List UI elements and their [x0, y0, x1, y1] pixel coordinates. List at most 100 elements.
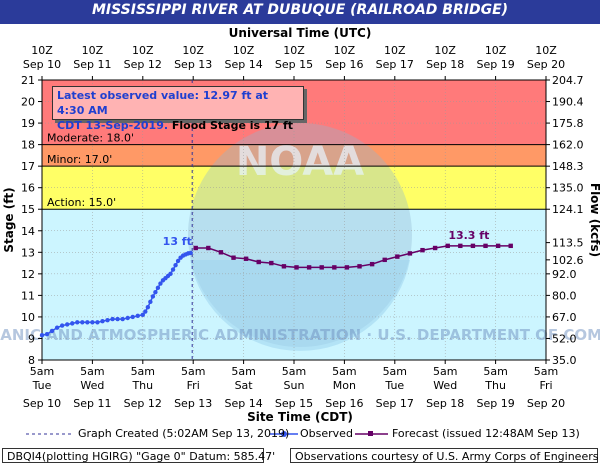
bottom-tick-day: Thu: [484, 379, 506, 392]
observed-point: [145, 305, 151, 310]
forecast-point: [382, 257, 387, 263]
forecast-point: [269, 260, 274, 266]
observed-point: [170, 267, 176, 272]
forecast-point: [357, 264, 362, 269]
bottom-tick-date: Sep 11: [73, 397, 111, 410]
observed-point: [125, 315, 130, 321]
y-tick-label: 16: [21, 182, 35, 195]
bottom-tick-day: Thu: [131, 379, 153, 392]
y-tick-label: 13: [21, 246, 35, 259]
forecast-point: [256, 259, 261, 265]
bottom-tick-time: 5am: [80, 365, 104, 378]
y2-tick-label: 35.0: [552, 354, 577, 367]
bottom-tick-time: 5am: [131, 365, 155, 378]
noaa-logo-wave: [190, 260, 410, 351]
chart-title: MISSISSIPPI RIVER AT DUBUQUE (RAILROAD B…: [91, 2, 509, 18]
bottom-tick-time: 5am: [231, 365, 255, 378]
observed-point: [95, 320, 100, 325]
forecast-point: [420, 247, 425, 253]
observed-point: [44, 331, 50, 337]
legend-observed-marker: [281, 431, 287, 437]
y2-tick-label: 124.1: [552, 203, 584, 216]
observed-point: [39, 333, 45, 338]
forecast-point: [508, 243, 513, 249]
flood-category-label: Action: 15.0': [47, 196, 116, 209]
legend-graph-created: Graph Created (5:02AM Sep 13, 2019): [78, 427, 290, 440]
top-tick-label: 10Z: [283, 44, 305, 57]
bottom-tick-date: Sep 13: [174, 397, 212, 410]
top-tick-label: 10Z: [434, 44, 456, 57]
top-tick-date: Sep 20: [527, 58, 565, 71]
observed-point: [54, 325, 60, 330]
top-tick-date: Sep 18: [426, 58, 464, 71]
observed-point: [75, 320, 80, 325]
bottom-tick-day: Wed: [80, 379, 104, 392]
top-tick-date: Sep 16: [325, 58, 363, 71]
y-tick-label: 20: [21, 96, 35, 109]
legend-forecast: Forecast (issued 12:48AM Sep 13): [392, 427, 580, 440]
title-band: [0, 0, 600, 24]
forecast-point: [306, 265, 312, 270]
forecast-point: [206, 245, 211, 251]
top-tick-label: 10Z: [384, 44, 406, 57]
forecast-point: [193, 245, 198, 251]
y-tick-label: 15: [21, 203, 35, 216]
y-tick-label: 9: [28, 332, 35, 345]
legend-observed: Observed: [300, 427, 353, 440]
bottom-tick-time: 5am: [383, 365, 407, 378]
y2-tick-label: 67.0: [552, 311, 577, 324]
y-tick-label: 18: [21, 139, 35, 152]
top-tick-label: 10Z: [82, 44, 104, 57]
flood-category-label: Minor: 17.0': [47, 153, 112, 166]
top-tick-date: Sep 17: [376, 58, 414, 71]
bottom-tick-day: Tue: [32, 379, 52, 392]
y2-tick-label: 204.7: [552, 74, 584, 87]
bottom-tick-date: Sep 12: [124, 397, 162, 410]
latest-observed-date: CDT 13-Sep-2019.: [57, 119, 169, 132]
forecast-point: [243, 256, 249, 261]
observed-point: [85, 320, 90, 325]
observed-point: [115, 316, 120, 322]
observed-point: [59, 323, 65, 328]
top-tick-label: 10Z: [485, 44, 507, 57]
top-tick-label: 10Z: [334, 44, 356, 57]
observed-point: [130, 314, 135, 320]
forecast-point: [281, 264, 287, 269]
top-tick-date: Sep 13: [174, 58, 212, 71]
series-line-observed: [41, 252, 191, 336]
observed-point: [155, 285, 161, 291]
observed-point: [110, 316, 115, 322]
bottom-tick-day: Mon: [333, 379, 356, 392]
bottom-tick-time: 5am: [181, 365, 205, 378]
flood-category-label: Moderate: 18.0': [47, 132, 134, 145]
observed-point: [148, 299, 153, 305]
bottom-tick-time: 5am: [433, 365, 457, 378]
bottom-tick-day: Fri: [539, 379, 552, 392]
observed-point: [65, 322, 70, 327]
forecast-point: [395, 254, 400, 259]
observed-point: [153, 289, 158, 295]
y-tick-label: 14: [21, 225, 35, 238]
bottom-tick-day: Fri: [187, 379, 200, 392]
top-tick-date: Sep 11: [73, 58, 111, 71]
right-axis-title: Flow (kcfs): [588, 183, 600, 257]
top-tick-label: 10Z: [233, 44, 255, 57]
forecast-point: [332, 265, 337, 270]
forecast-point: [407, 251, 413, 256]
y-tick-label: 8: [28, 354, 35, 367]
bottom-tick-time: 5am: [332, 365, 356, 378]
flood-stage-note: Flood Stage is 17 ft: [168, 119, 294, 132]
y2-tick-label: 175.8: [552, 117, 584, 130]
forecast-point: [483, 243, 488, 249]
top-tick-date: Sep 12: [124, 58, 162, 71]
noaa-logo-ring-text: NATIONAL OCEANIC AND ATMOSPHERIC ADMINIS…: [0, 326, 600, 344]
observed-point: [150, 294, 156, 299]
forecast-point: [470, 243, 476, 249]
forecast-point: [445, 243, 450, 249]
y-tick-label: 10: [21, 311, 35, 324]
latest-observed-box: Latest observed value: 12.97 ft at 4:30 …: [52, 86, 304, 132]
bottom-tick-date: Sep 10: [23, 397, 61, 410]
observed-point: [80, 320, 85, 325]
y2-tick-label: 148.3: [552, 160, 584, 173]
